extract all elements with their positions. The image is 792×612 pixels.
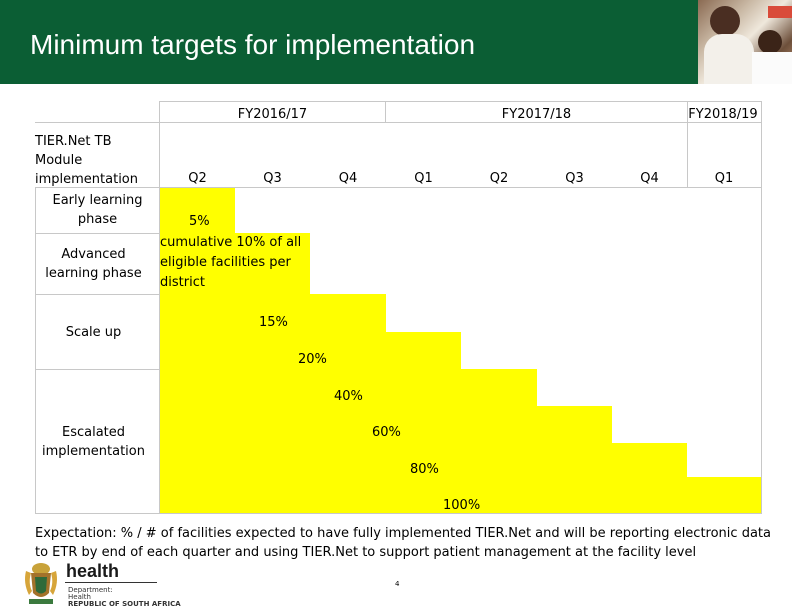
target-fill: [537, 406, 612, 513]
phase-label-scale: Scale up: [65, 325, 122, 340]
quarter-header: Q2: [489, 171, 509, 186]
target-value: 5%: [189, 214, 210, 229]
quarter-header: Q4: [338, 171, 358, 186]
grid-line: [159, 101, 762, 102]
phase-label-line: phase: [77, 212, 118, 227]
quarter-header: Q3: [263, 171, 282, 186]
corner-label-line: Module: [35, 153, 83, 168]
phase-label-line: Escalated: [61, 425, 126, 440]
phase-label-escalated: Escalated implementation: [36, 423, 151, 461]
grid-line: [385, 101, 386, 122]
phase-label-advanced: Advanced learning phase: [36, 245, 151, 283]
coat-of-arms-icon: [25, 563, 57, 604]
grid-line: [35, 294, 159, 295]
target-value: 80%: [410, 462, 439, 477]
page-number: 4: [395, 580, 400, 588]
quarter-header: Q2: [188, 171, 207, 186]
department-line: Department:: [68, 586, 113, 594]
grid-line: [35, 233, 159, 234]
target-fill: [461, 369, 537, 513]
phase-label-line: implementation: [41, 444, 145, 459]
phase-label-line: Early learning: [52, 193, 143, 208]
quarter-header: Q1: [714, 171, 734, 186]
grid-line: [35, 513, 762, 514]
phase-label-line: Advanced: [61, 247, 126, 262]
department-line: Health: [68, 593, 91, 601]
target-fill: [612, 443, 687, 513]
phase-label-line: learning phase: [45, 266, 142, 281]
grid-line: [35, 369, 159, 370]
department-line: REPUBLIC OF SOUTH AFRICA: [68, 600, 181, 608]
fy-header-2018-19: FY2018/19: [688, 107, 758, 122]
health-brand: health: [66, 561, 120, 581]
target-value: 15%: [259, 315, 288, 330]
title-banner: [0, 0, 792, 84]
target-fill: [687, 477, 761, 513]
target-fill: [160, 188, 235, 513]
target-fill: [310, 294, 386, 513]
target-value: 60%: [372, 425, 401, 440]
grid-line: [159, 122, 762, 123]
expectation-text: Expectation: % / # of facilities expecte…: [35, 526, 771, 560]
header-photo: [698, 0, 792, 84]
slide-title: Minimum targets for implementation: [30, 29, 476, 60]
target-value-line: eligible facilities per: [160, 255, 291, 270]
footer-divider: [65, 582, 157, 583]
grid-line: [761, 101, 762, 514]
fy-header-2017-18: FY2017/18: [501, 107, 572, 122]
quarter-header: Q4: [640, 171, 659, 186]
target-fill: [386, 332, 461, 513]
corner-label-line: implementation: [35, 172, 139, 187]
quarter-header: Q1: [414, 171, 433, 186]
quarter-header: Q3: [565, 171, 584, 186]
target-value: 20%: [298, 352, 327, 367]
target-value: 40%: [334, 389, 363, 404]
target-value-line: district: [160, 275, 205, 290]
target-value-line: cumulative 10% of all: [160, 235, 302, 250]
grid-line: [35, 187, 36, 514]
target-value-multiline: cumulative 10% of all eligible facilitie…: [160, 233, 301, 293]
grid-line: [687, 101, 688, 188]
phase-label-early: Early learning phase: [36, 191, 159, 229]
fy-header-2016-17: FY2016/17: [237, 107, 308, 122]
grid-line: [35, 187, 762, 188]
corner-label-line: TIER.Net TB: [35, 134, 112, 149]
grid-line: [159, 101, 160, 514]
target-fill: [235, 233, 310, 513]
grid-line: [35, 122, 159, 123]
target-value: 100%: [443, 498, 481, 513]
